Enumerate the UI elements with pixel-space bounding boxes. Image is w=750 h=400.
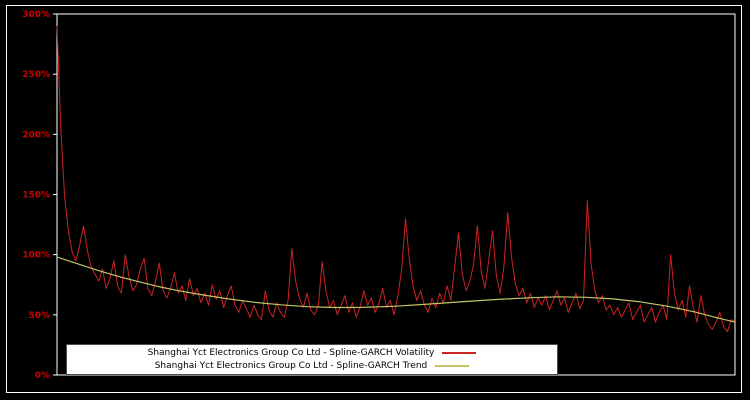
legend-label-trend: Shanghai Yct Electronics Group Co Ltd - … (154, 361, 428, 371)
legend-item-trend: Shanghai Yct Electronics Group Co Ltd - … (71, 360, 553, 372)
y-tick-label: 100% (22, 251, 50, 261)
legend-line-sample-trend (435, 365, 470, 367)
y-tick-label: 200% (22, 130, 50, 140)
trend-line (56, 256, 736, 323)
legend-line-sample-volatility (442, 352, 477, 354)
y-tick-label: 300% (22, 10, 50, 20)
y-tick-label: 50% (28, 311, 50, 321)
plot-frame (56, 13, 736, 376)
legend-label-volatility: Shanghai Yct Electronics Group Co Ltd - … (147, 348, 435, 358)
legend: Shanghai Yct Electronics Group Co Ltd - … (66, 344, 558, 375)
y-tick-label: 0% (35, 371, 50, 381)
legend-item-volatility: Shanghai Yct Electronics Group Co Ltd - … (71, 347, 553, 359)
y-tick-label: 250% (22, 70, 50, 80)
volatility-line (56, 25, 736, 333)
y-tick-label: 150% (22, 191, 50, 201)
